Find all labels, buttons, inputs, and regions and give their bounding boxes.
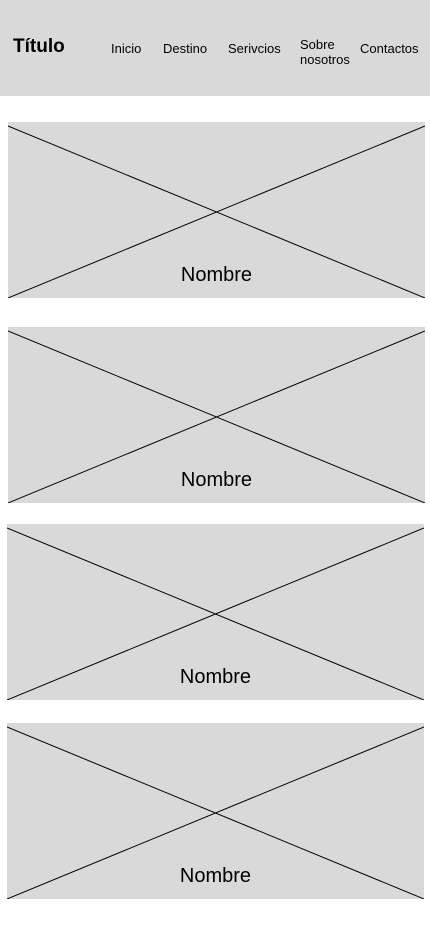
nav-item-contactos[interactable]: Contactos bbox=[360, 41, 419, 56]
image-placeholder-icon bbox=[7, 527, 424, 700]
card-name: Nombre bbox=[180, 469, 253, 491]
card-name: Nombre bbox=[179, 865, 252, 887]
destination-card[interactable]: Nombre bbox=[8, 327, 425, 503]
nav-item-destino[interactable]: Destino bbox=[163, 41, 208, 56]
image-placeholder-icon bbox=[8, 125, 425, 298]
header-bar: Título Inicio Destino Serivcios Sobre no… bbox=[0, 0, 430, 96]
card-name: Nombre bbox=[180, 264, 253, 286]
destination-card[interactable]: Nombre bbox=[7, 524, 424, 700]
destination-card[interactable]: Nombre bbox=[8, 122, 425, 298]
nav-item-servicios[interactable]: Serivcios bbox=[228, 41, 281, 56]
nav-item-inicio[interactable]: Inicio bbox=[111, 41, 142, 56]
card-name: Nombre bbox=[179, 666, 252, 688]
site-title: Título bbox=[13, 36, 65, 57]
image-placeholder-icon bbox=[7, 726, 424, 899]
nav-item-sobre-nosotros[interactable]: Sobre nosotros bbox=[300, 37, 350, 67]
image-placeholder-icon bbox=[8, 330, 425, 503]
destination-card[interactable]: Nombre bbox=[7, 723, 424, 899]
